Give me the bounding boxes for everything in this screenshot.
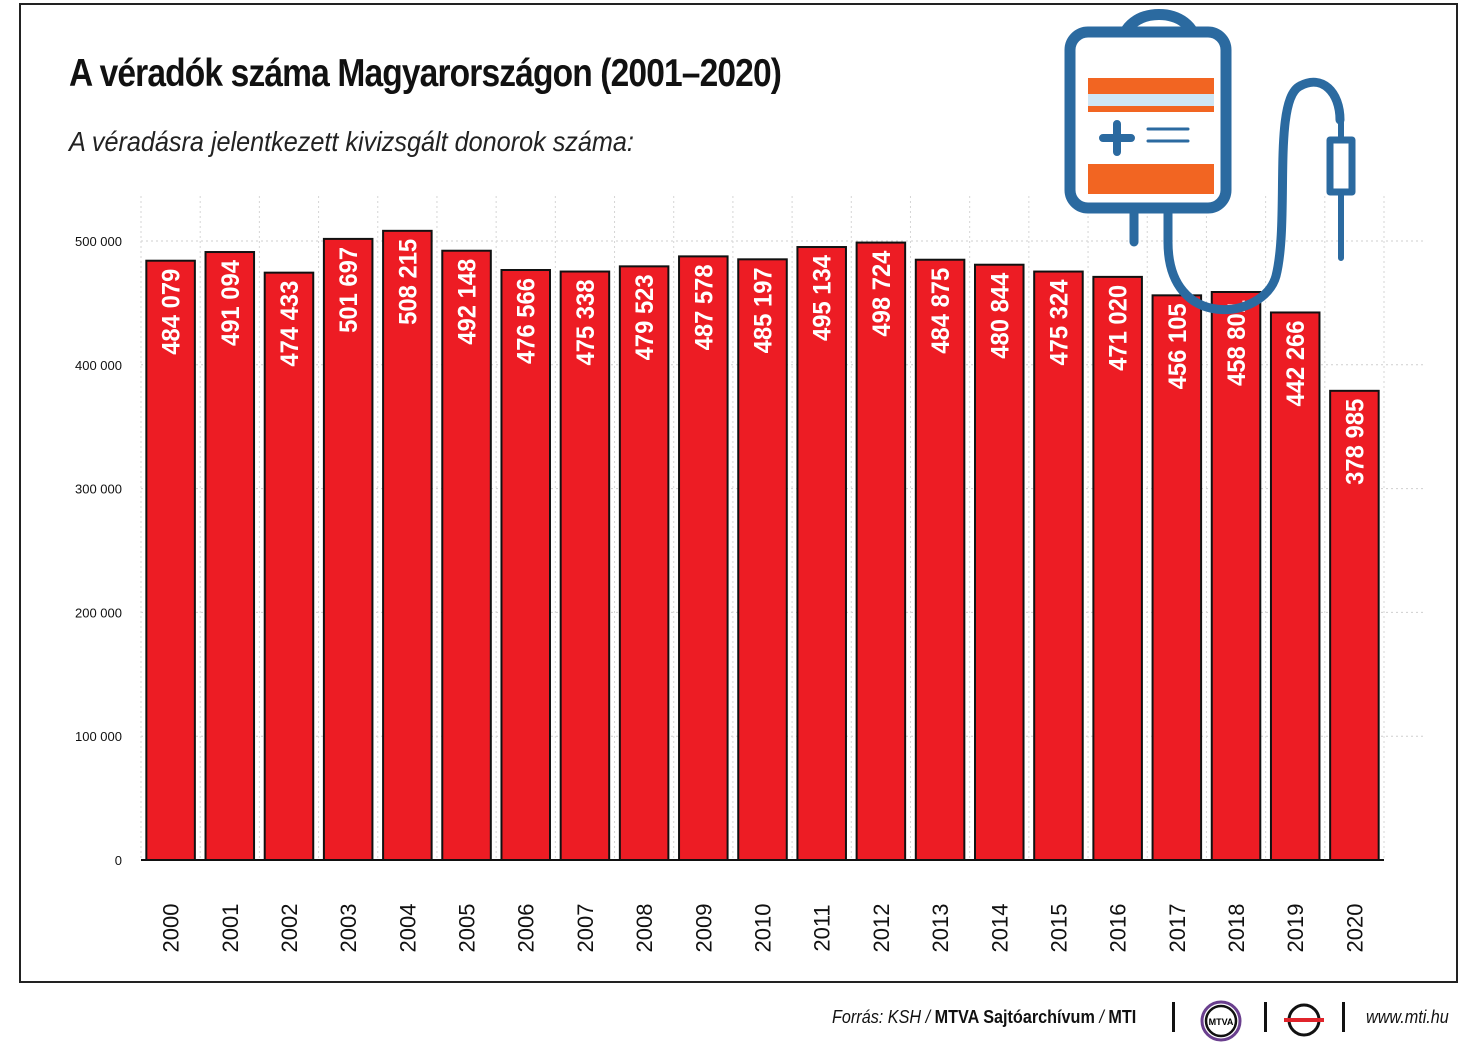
website-link[interactable]: www.mti.hu [1366, 1007, 1449, 1027]
x-tick-label: 2002 [277, 904, 302, 953]
x-axis-ticks: 2000 2001 2002 2003 2004 2005 2006 2007 2008 2009… [159, 904, 1368, 953]
x-tick-label: 2012 [869, 904, 894, 953]
bar-value-label: 476 566 [513, 278, 541, 364]
y-tick-label: 100 000 [75, 729, 122, 744]
x-tick-label: 2004 [395, 904, 420, 953]
bar-value-label: 498 724 [868, 250, 896, 336]
y-tick-label: 400 000 [75, 358, 122, 373]
footer-divider [1172, 1002, 1175, 1032]
bar [796, 246, 847, 861]
bar-value-label: 458 801 [1223, 300, 1251, 386]
bar [973, 263, 1025, 861]
bar-value-label: 487 578 [690, 264, 718, 350]
source-archive: MTVA Sajtóarchívum [934, 1007, 1095, 1027]
bar-value-label: 484 079 [158, 269, 186, 355]
chart-subtitle: A véradásra jelentkezett kivizsgált dono… [69, 126, 634, 157]
bar [855, 241, 907, 861]
y-tick-label: 200 000 [75, 605, 122, 620]
bar-value-label: 495 134 [809, 255, 837, 341]
source-credit: Forrás: KSH / MTVA Sajtóarchívum / MTI [832, 1007, 1136, 1037]
x-tick-label: 2006 [514, 904, 539, 953]
blood-bag-icon [1064, 9, 1356, 315]
y-tick-label: 0 [115, 853, 122, 868]
bar-value-label: 479 523 [631, 274, 659, 360]
bar [618, 265, 670, 861]
bar [441, 249, 492, 862]
bar-value-label: 485 197 [750, 267, 778, 353]
bar-value-label: 501 697 [335, 247, 363, 333]
source-separator: / [1094, 1007, 1109, 1027]
footer-divider [1342, 1002, 1345, 1032]
y-tick-label: 300 000 [75, 482, 122, 497]
bar-value-label: 456 105 [1164, 303, 1192, 389]
x-tick-label: 2011 [810, 904, 835, 951]
source-prefix: Forrás: KSH / [832, 1007, 935, 1027]
x-tick-label: 2000 [159, 904, 184, 953]
bar [678, 255, 729, 862]
mtva-logo-text: MTVA [1209, 1017, 1234, 1027]
x-tick-label: 2005 [455, 904, 480, 953]
bar [1269, 311, 1321, 862]
bar-value-label: 471 020 [1105, 285, 1133, 371]
bar [914, 258, 966, 862]
bar [500, 269, 552, 861]
bar-value-label: 492 148 [454, 259, 482, 345]
bar-value-label: 475 324 [1045, 279, 1073, 365]
x-tick-label: 2009 [691, 904, 716, 953]
bar-value-label: 484 875 [927, 268, 955, 354]
bar [263, 271, 315, 862]
x-tick-label: 2020 [1342, 904, 1367, 953]
bar [382, 229, 433, 861]
x-tick-label: 2001 [218, 904, 243, 953]
bar-value-label: 491 094 [217, 260, 245, 346]
x-tick-label: 2010 [751, 904, 776, 953]
bar-value-label: 474 433 [276, 281, 304, 367]
x-tick-label: 2007 [573, 904, 598, 953]
bar [204, 251, 256, 861]
chart-title: A véradók száma Magyarországon (2001–202… [69, 52, 782, 95]
x-tick-label: 2008 [632, 904, 657, 953]
x-tick-label: 2019 [1283, 904, 1308, 953]
x-tick-label: 2015 [1046, 904, 1071, 953]
bar-value-labels: 484 079 491 094 474 433 501 697 508 215 492 1… [158, 239, 1370, 485]
bar [1092, 275, 1143, 861]
bar-value-label: 378 985 [1341, 399, 1369, 485]
x-tick-label: 2016 [1106, 904, 1131, 953]
x-tick-label: 2013 [928, 904, 953, 953]
bar [737, 258, 788, 861]
y-tick-label: 500 000 [75, 234, 122, 249]
x-tick-label: 2017 [1165, 904, 1190, 953]
mti-logo-icon [1284, 1003, 1324, 1037]
bar [559, 270, 611, 861]
bar-value-label: 442 266 [1282, 320, 1310, 406]
x-tick-label: 2003 [336, 904, 361, 953]
y-axis-ticks: 0 100 000 200 000 300 000 400 000 500 000 [75, 234, 122, 868]
mtva-logo: MTVA [1200, 1000, 1242, 1042]
bar-value-label: 475 338 [572, 279, 600, 365]
source-mti: MTI [1108, 1007, 1137, 1027]
footer-divider [1264, 1002, 1267, 1032]
bars [145, 229, 1380, 862]
bar-value-label: 480 844 [986, 273, 1014, 359]
bar [1033, 270, 1084, 861]
bar-value-label: 508 215 [394, 239, 422, 325]
x-tick-label: 2018 [1224, 904, 1249, 953]
bar [322, 237, 374, 861]
x-tick-label: 2014 [987, 904, 1012, 953]
bar [145, 259, 196, 861]
bar [1329, 389, 1380, 861]
